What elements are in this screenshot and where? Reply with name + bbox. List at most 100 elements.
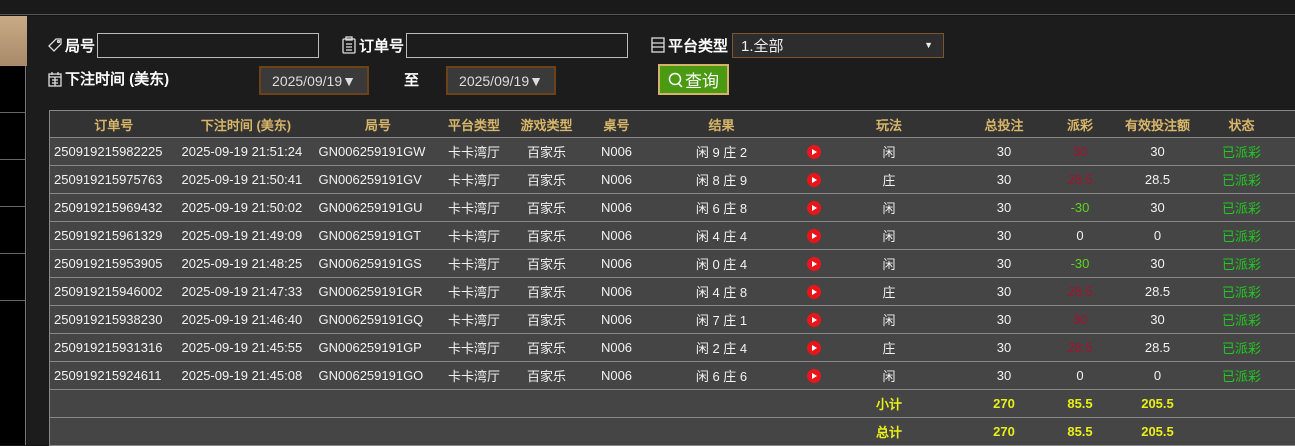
total-payout: 85.5: [1062, 418, 1099, 446]
bet-type-cell: 闲: [832, 306, 947, 334]
bet-type-cell: 闲: [832, 222, 947, 250]
result-cell: 闲 9 庄 2: [647, 138, 797, 166]
bet-type-cell: 庄: [832, 166, 947, 194]
valid-bet-cell: 30: [1099, 194, 1217, 222]
play-video-icon[interactable]: [807, 229, 821, 243]
result-cell: 闲 4 庄 8: [647, 278, 797, 306]
sidebar-item[interactable]: [0, 160, 25, 207]
play-video-icon[interactable]: [807, 285, 821, 299]
order-id-cell: 250919215953905: [50, 250, 178, 278]
platform-cell: 卡卡湾厅: [442, 250, 507, 278]
sidebar-item[interactable]: [0, 66, 25, 113]
status-cell: 已派彩: [1217, 334, 1267, 362]
round-id-cell: GN006259191GW: [315, 138, 442, 166]
tag-icon: [47, 37, 63, 53]
round-label: 局号: [65, 35, 95, 56]
bet-type-cell: 庄: [832, 334, 947, 362]
round-id-cell: GN006259191GT: [315, 222, 442, 250]
result-cell: 闲 4 庄 4: [647, 222, 797, 250]
round-input[interactable]: [97, 33, 319, 58]
game-type-cell: 百家乐: [507, 250, 587, 278]
order-id-cell: 250919215924611: [50, 362, 178, 390]
bet-type-cell: 庄: [832, 278, 947, 306]
bet-time-cell: 2025-09-19 21:48:25: [178, 250, 315, 278]
total-bet-cell: 30: [947, 138, 1062, 166]
total-total_bet: 270: [947, 418, 1062, 446]
total-bet-cell: 30: [947, 194, 1062, 222]
column-header: 有效投注额: [1099, 111, 1217, 138]
round-id-cell: GN006259191GV: [315, 166, 442, 194]
status-cell: 已派彩: [1217, 138, 1267, 166]
play-video-icon[interactable]: [807, 313, 821, 327]
column-header: [797, 111, 832, 138]
bet-records-table: 订单号下注时间 (美东)局号平台类型游戏类型桌号结果玩法总投注派彩有效投注额状态…: [49, 110, 1295, 446]
round-id-cell: GN006259191GS: [315, 250, 442, 278]
status-cell: 已派彩: [1217, 362, 1267, 390]
order-id-cell: 250919215938230: [50, 306, 178, 334]
play-video-icon[interactable]: [807, 341, 821, 355]
sidebar-item-active[interactable]: [0, 16, 27, 66]
column-header: 订单号: [50, 111, 178, 138]
filter-row-1: 局号 订单号 平台类型 1.全部▼: [47, 32, 944, 58]
column-header: 桌号: [587, 111, 647, 138]
play-video-icon[interactable]: [807, 257, 821, 271]
bet-time-cell: 2025-09-19 21:47:33: [178, 278, 315, 306]
platform-cell: 卡卡湾厅: [442, 362, 507, 390]
total-bet-cell: 30: [947, 222, 1062, 250]
payout-cell: 0: [1062, 362, 1099, 390]
valid-bet-cell: 28.5: [1099, 166, 1217, 194]
payout-cell: 28.5: [1062, 166, 1099, 194]
total-bet-cell: 30: [947, 306, 1062, 334]
platform-cell: 卡卡湾厅: [442, 222, 507, 250]
platform-cell: 卡卡湾厅: [442, 138, 507, 166]
date-from-picker[interactable]: 2025/09/19▼: [259, 66, 369, 95]
play-video-icon[interactable]: [807, 201, 821, 215]
game-type-cell: 百家乐: [507, 166, 587, 194]
result-cell: 闲 8 庄 9: [647, 166, 797, 194]
game-type-cell: 百家乐: [507, 138, 587, 166]
sidebar-item[interactable]: [0, 113, 25, 160]
platform-select[interactable]: 1.全部▼: [732, 33, 944, 58]
column-header: 结果: [647, 111, 797, 138]
total-bet-cell: 30: [947, 334, 1062, 362]
time-label-group: 下注时间 (美东): [47, 68, 169, 89]
bet-type-cell: 闲: [832, 362, 947, 390]
play-video-icon[interactable]: [807, 145, 821, 159]
total-label: 总计: [832, 418, 947, 446]
search-icon: [668, 71, 684, 89]
result-cell: 闲 2 庄 4: [647, 334, 797, 362]
subtotal-label: 小计: [832, 390, 947, 418]
payout-cell: 28.5: [1062, 278, 1099, 306]
round-id-cell: GN006259191GO: [315, 362, 442, 390]
top-bar: [0, 0, 1295, 15]
total-bet-cell: 30: [947, 362, 1062, 390]
order-input[interactable]: [406, 33, 628, 58]
column-header: 玩法: [832, 111, 947, 138]
sidebar-item[interactable]: [0, 207, 25, 254]
sidebar-item[interactable]: [0, 254, 25, 301]
platform-cell: 卡卡湾厅: [442, 166, 507, 194]
query-button[interactable]: 查询: [658, 64, 729, 95]
video-cell: [797, 194, 832, 222]
round-id-cell: GN006259191GQ: [315, 306, 442, 334]
order-label: 订单号: [359, 35, 404, 56]
total-valid_bet: 205.5: [1099, 418, 1217, 446]
column-header: 平台类型: [442, 111, 507, 138]
bet-type-cell: 闲: [832, 138, 947, 166]
play-video-icon[interactable]: [807, 173, 821, 187]
bet-time-cell: 2025-09-19 21:45:55: [178, 334, 315, 362]
payout-cell: 0: [1062, 222, 1099, 250]
table-no-cell: N006: [587, 194, 647, 222]
play-video-icon[interactable]: [807, 369, 821, 383]
table-header-row: 订单号下注时间 (美东)局号平台类型游戏类型桌号结果玩法总投注派彩有效投注额状态…: [50, 111, 1295, 138]
column-header: 游: [1267, 111, 1295, 138]
table-no-cell: N006: [587, 138, 647, 166]
date-to-picker[interactable]: 2025/09/19▼: [446, 66, 556, 95]
calendar-icon: [47, 71, 63, 87]
valid-bet-cell: 28.5: [1099, 278, 1217, 306]
